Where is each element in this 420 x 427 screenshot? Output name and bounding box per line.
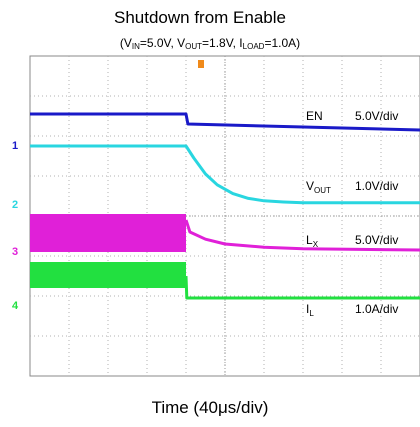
trace-il-band <box>30 262 186 288</box>
chart-subtitle: (VIN=5.0V, VOUT=1.8V, ILOAD=1.0A) <box>0 36 420 51</box>
iload-subscript: LOAD <box>242 42 265 51</box>
trace-en <box>30 112 420 132</box>
vout-subscript: OUT <box>185 42 203 51</box>
trigger-marker <box>198 60 204 68</box>
channel-label-il: IL <box>306 302 314 318</box>
channel-marker-lx: 3 <box>12 246 18 258</box>
x-axis-label: Time (40μs/div) <box>151 398 269 417</box>
trace-vout <box>30 144 420 205</box>
channel-label-vout: VOUT <box>306 179 331 195</box>
subtitle-open: ( <box>119 36 124 50</box>
channel-label-en: EN <box>306 109 323 123</box>
channel-scale-lx: 5.0V/div <box>355 233 398 247</box>
channel-marker-en: 1 <box>12 140 18 152</box>
vout-symbol: V <box>177 36 186 50</box>
channel-marker-vout: 2 <box>12 199 18 211</box>
vin-value: =5.0V, <box>139 36 178 50</box>
channel-scale-en: 5.0V/div <box>355 109 398 123</box>
trace-il <box>184 275 420 300</box>
trace-lx-band <box>30 214 186 252</box>
channel-marker-il: 4 <box>12 300 19 312</box>
chart-title: Shutdown from Enable <box>114 8 286 27</box>
iload-symbol: I <box>239 36 243 50</box>
traces <box>30 112 420 300</box>
channel-scale-il: 1.0A/div <box>355 302 398 316</box>
vin-subscript: IN <box>131 42 140 51</box>
iload-value: =1.0A) <box>264 36 301 50</box>
channel-scale-vout: 1.0V/div <box>355 179 398 193</box>
vout-value: =1.8V, <box>202 36 240 50</box>
channel-label-lx: LX <box>306 233 319 249</box>
vin-symbol: V <box>123 36 132 50</box>
trace-lx <box>184 219 420 252</box>
